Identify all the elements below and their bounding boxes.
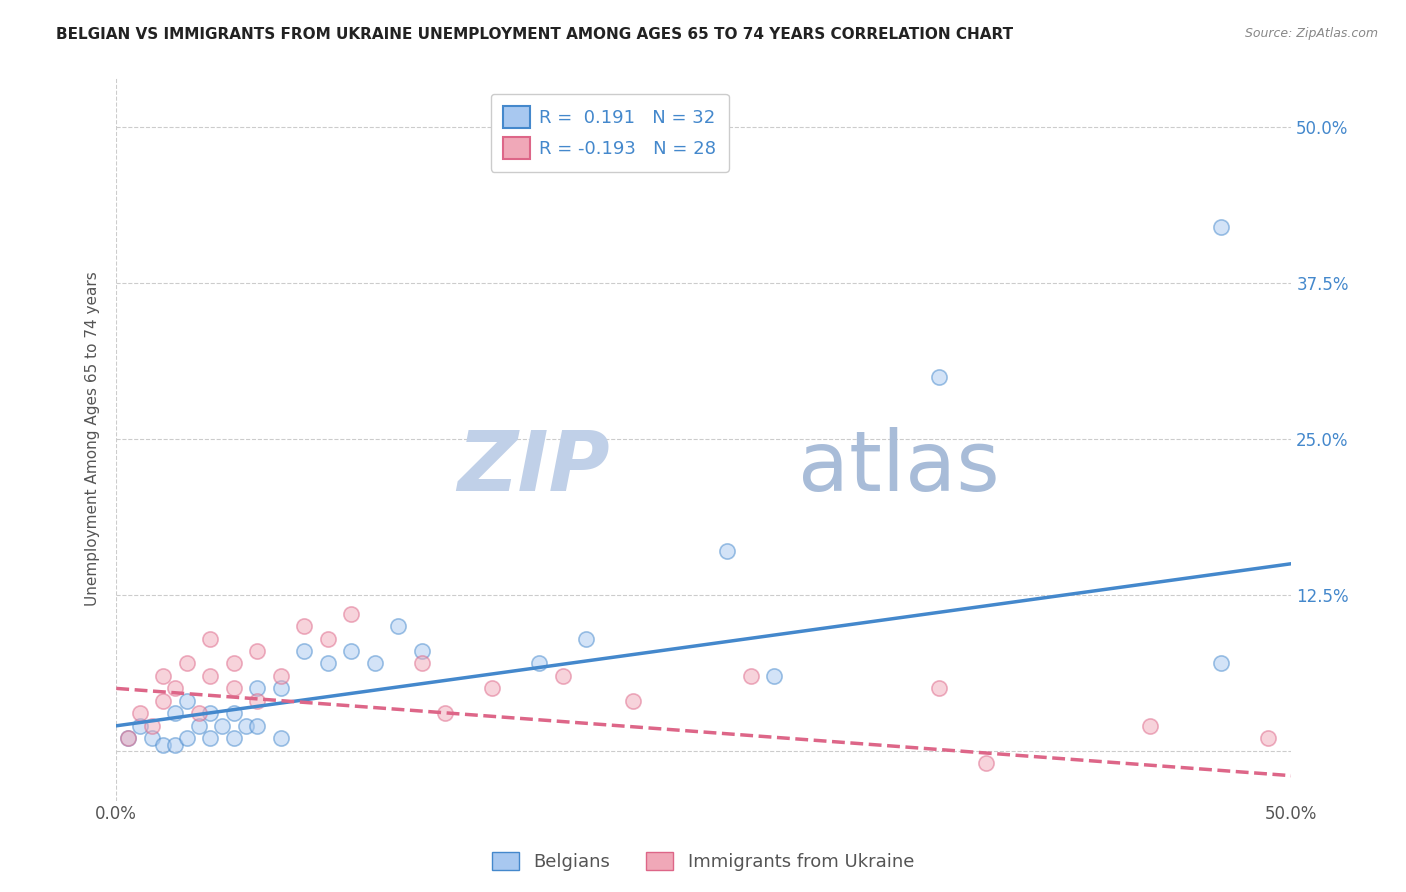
Point — [152, 669, 174, 683]
Point — [176, 657, 198, 671]
Point — [270, 669, 292, 683]
Point — [387, 619, 409, 633]
Point — [200, 731, 222, 746]
Point — [481, 681, 503, 696]
Point — [1139, 719, 1161, 733]
Point — [200, 632, 222, 646]
Point — [364, 657, 387, 671]
Point — [200, 706, 222, 721]
Point — [246, 719, 269, 733]
Point — [163, 738, 186, 752]
Point — [316, 657, 339, 671]
Point — [928, 369, 950, 384]
Point — [1209, 657, 1232, 671]
Point — [1257, 731, 1279, 746]
Point — [176, 731, 198, 746]
Y-axis label: Unemployment Among Ages 65 to 74 years: Unemployment Among Ages 65 to 74 years — [86, 272, 100, 607]
Point — [316, 632, 339, 646]
Point — [152, 694, 174, 708]
Point — [434, 706, 457, 721]
Point — [529, 657, 551, 671]
Point — [763, 669, 786, 683]
Point — [621, 694, 644, 708]
Point — [141, 731, 163, 746]
Point — [974, 756, 997, 771]
Point — [128, 719, 150, 733]
Text: atlas: atlas — [797, 427, 1000, 508]
Legend: Belgians, Immigrants from Ukraine: Belgians, Immigrants from Ukraine — [485, 845, 921, 879]
Point — [187, 719, 209, 733]
Text: BELGIAN VS IMMIGRANTS FROM UKRAINE UNEMPLOYMENT AMONG AGES 65 TO 74 YEARS CORREL: BELGIAN VS IMMIGRANTS FROM UKRAINE UNEMP… — [56, 27, 1014, 42]
Point — [575, 632, 598, 646]
Text: ZIP: ZIP — [457, 427, 610, 508]
Point — [163, 681, 186, 696]
Point — [117, 731, 139, 746]
Point — [246, 681, 269, 696]
Point — [716, 544, 738, 558]
Point — [246, 694, 269, 708]
Point — [292, 619, 315, 633]
Point — [163, 706, 186, 721]
Point — [551, 669, 574, 683]
Point — [246, 644, 269, 658]
Point — [235, 719, 257, 733]
Point — [222, 657, 245, 671]
Point — [740, 669, 762, 683]
Point — [340, 644, 363, 658]
Point — [928, 681, 950, 696]
Point — [128, 706, 150, 721]
Point — [222, 706, 245, 721]
Point — [141, 719, 163, 733]
Point — [270, 681, 292, 696]
Point — [200, 669, 222, 683]
Point — [411, 644, 433, 658]
Point — [176, 694, 198, 708]
Point — [187, 706, 209, 721]
Point — [292, 644, 315, 658]
Point — [340, 607, 363, 621]
Point — [117, 731, 139, 746]
Point — [222, 681, 245, 696]
Point — [222, 731, 245, 746]
Point — [211, 719, 233, 733]
Text: Source: ZipAtlas.com: Source: ZipAtlas.com — [1244, 27, 1378, 40]
Point — [270, 731, 292, 746]
Point — [152, 738, 174, 752]
Point — [1209, 220, 1232, 235]
Legend: R =  0.191   N = 32, R = -0.193   N = 28: R = 0.191 N = 32, R = -0.193 N = 28 — [491, 94, 728, 172]
Point — [411, 657, 433, 671]
